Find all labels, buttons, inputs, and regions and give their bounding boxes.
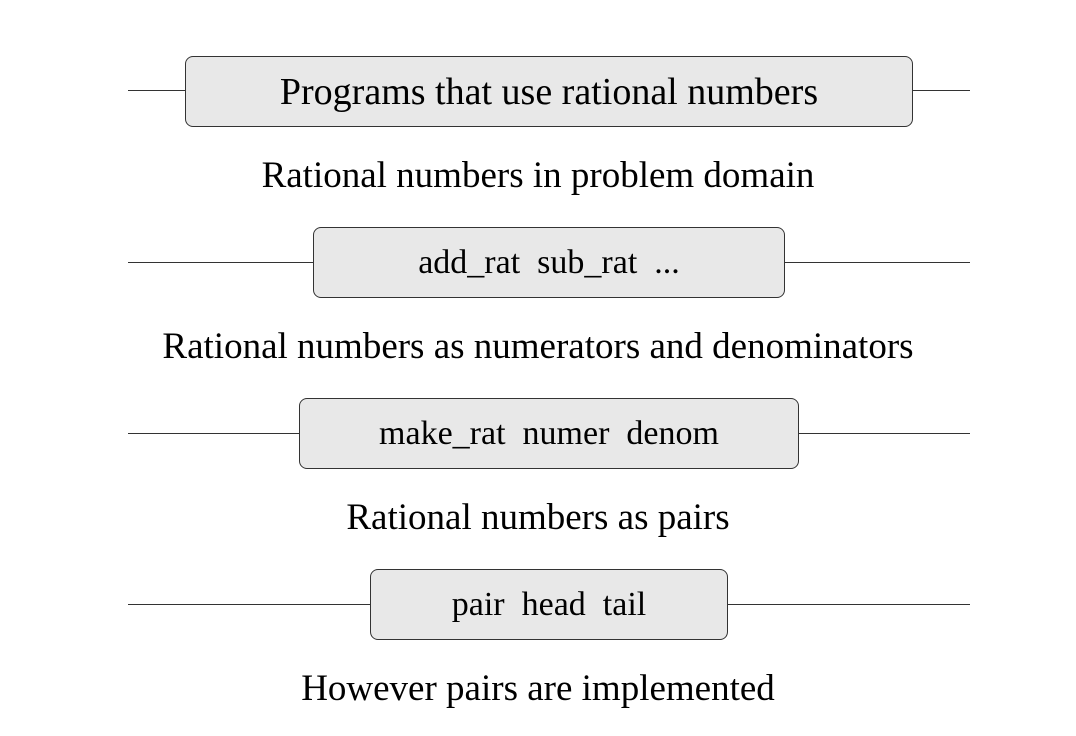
barrier-line-right bbox=[784, 262, 970, 263]
barrier-box-constructors: make_rat numer denom bbox=[299, 398, 799, 469]
level-label-numerators-denominators: Rational numbers as numerators and denom… bbox=[162, 326, 914, 367]
barrier-label: add_rat sub_rat ... bbox=[418, 243, 680, 281]
barrier-line-right bbox=[727, 604, 970, 605]
barrier-box-add-sub: add_rat sub_rat ... bbox=[313, 227, 785, 298]
barrier-line-right bbox=[798, 433, 970, 434]
barrier-line-right bbox=[912, 90, 970, 91]
barrier-box-pair-primitives: pair head tail bbox=[370, 569, 728, 640]
barrier-line-left bbox=[128, 262, 314, 263]
barrier-label: pair head tail bbox=[451, 585, 647, 623]
level-label-problem-domain: Rational numbers in problem domain bbox=[261, 155, 815, 196]
barrier-line-left bbox=[128, 604, 371, 605]
level-label-pairs: Rational numbers as pairs bbox=[346, 497, 730, 538]
barrier-box-programs: Programs that use rational numbers bbox=[185, 56, 913, 127]
barrier-line-left bbox=[128, 433, 300, 434]
barrier-label: make_rat numer denom bbox=[379, 414, 719, 452]
barrier-label: Programs that use rational numbers bbox=[279, 70, 819, 113]
level-label-implementation: However pairs are implemented bbox=[301, 668, 775, 709]
barrier-line-left bbox=[128, 90, 186, 91]
